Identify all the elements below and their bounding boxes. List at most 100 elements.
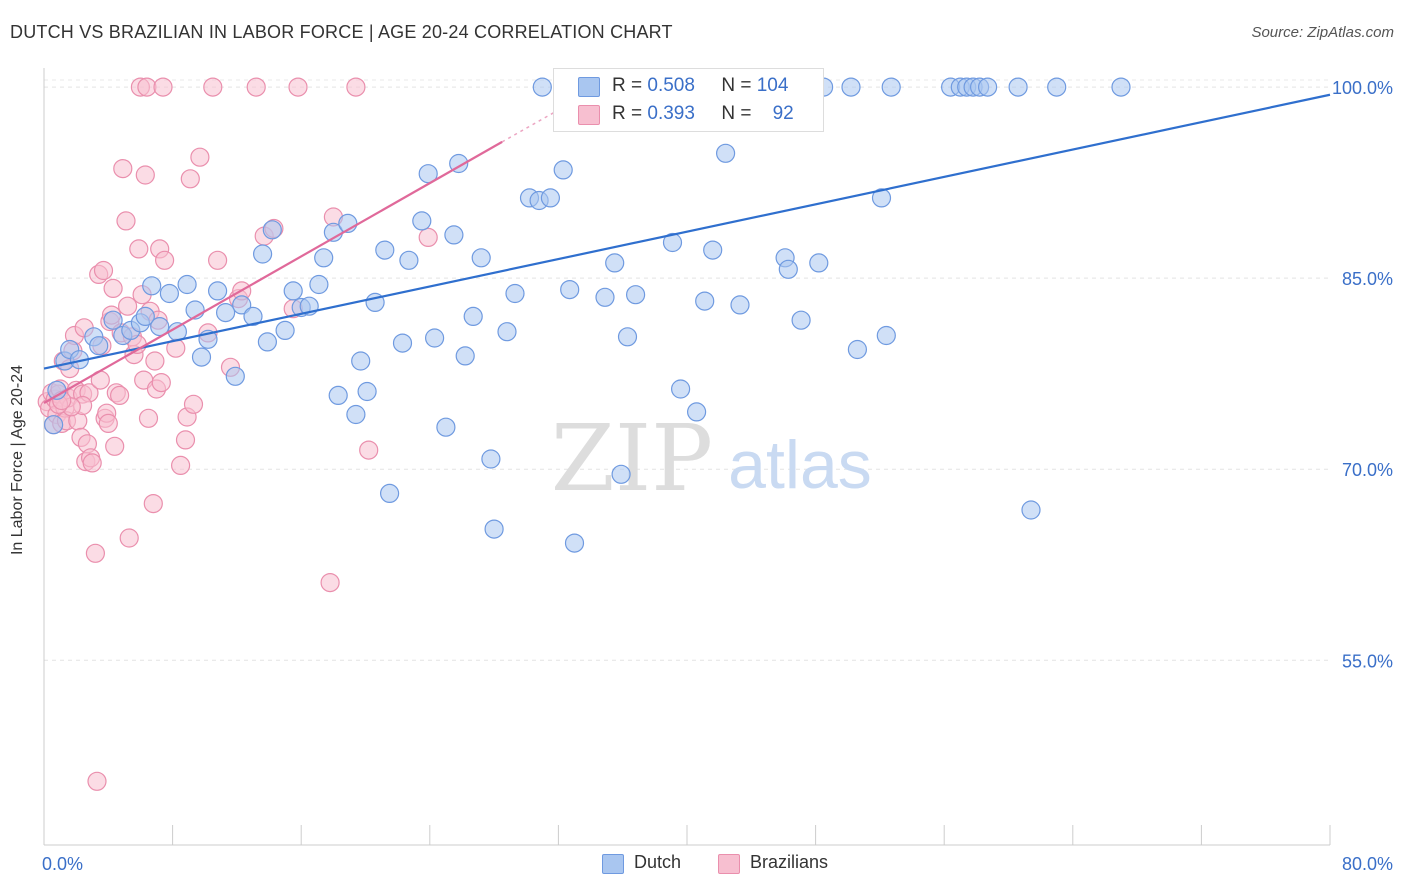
- brazilian-point: [203, 77, 223, 97]
- dutch-point: [876, 325, 896, 346]
- dutch-point: [505, 283, 525, 304]
- dutch-point: [809, 253, 829, 273]
- dutch-point: [232, 295, 252, 315]
- legend-r-value: 0.393: [647, 103, 695, 124]
- brazilian-trend-line: [43, 140, 503, 404]
- legend-row-brazilians-text: R = 0.393 N = 92: [612, 103, 794, 125]
- brazilian-point: [183, 394, 204, 414]
- dutch-point: [225, 366, 245, 386]
- y-axis-label-wrap: In Labor Force | Age 20-24: [9, 365, 38, 555]
- dutch-point: [103, 310, 123, 330]
- brazilian-point: [190, 147, 210, 167]
- dutch-point: [243, 306, 263, 326]
- brazilian-point: [175, 430, 196, 450]
- legend-n-label: N =: [721, 75, 752, 96]
- dutch-point: [617, 327, 638, 347]
- legend-r-label: R =: [612, 75, 643, 96]
- dutch-point: [346, 404, 366, 425]
- brazilian-point: [98, 413, 118, 433]
- brazilian-point: [93, 260, 114, 281]
- dutch-point: [418, 164, 438, 184]
- dutch-trend-line: [43, 93, 1331, 370]
- brazilian-point: [246, 77, 266, 97]
- brazilian-point: [129, 239, 149, 259]
- dutch-point: [471, 248, 491, 268]
- legend-r-label: R =: [612, 103, 643, 124]
- dutch-point: [625, 285, 646, 305]
- y-tick-label: 55.0%: [1342, 651, 1393, 671]
- brazilian-point: [155, 250, 175, 270]
- dutch-point: [262, 220, 282, 240]
- legend-r-value: 0.508: [647, 75, 695, 96]
- brazilian-point: [180, 169, 200, 189]
- dutch-point: [553, 160, 573, 180]
- chart-source: Source: ZipAtlas.com: [1251, 24, 1394, 41]
- dutch-point: [881, 77, 901, 97]
- brazilian-point: [116, 211, 136, 231]
- dutch-point: [135, 306, 155, 326]
- watermark-atlas: atlas: [728, 427, 872, 503]
- brazilians-swatch: [578, 105, 600, 125]
- legend-row-dutch-text: R = 0.508 N = 104: [612, 75, 788, 97]
- y-tick-label: 100.0%: [1332, 78, 1393, 98]
- dutch-point: [412, 211, 432, 231]
- tick-labels: 55.0% 70.0% 85.0% 100.0% 0.0% 80.0%: [42, 78, 1393, 874]
- stats-legend: R = 0.508 N = 104 R = 0.393 N = 92: [553, 68, 824, 132]
- dutch-point: [314, 248, 334, 268]
- dutch-point: [216, 303, 236, 323]
- dutch-point: [662, 232, 683, 253]
- brazilian-point: [208, 250, 228, 270]
- brazilian-point: [171, 455, 191, 475]
- brazilian-point: [87, 771, 107, 791]
- dutch-point: [283, 281, 303, 301]
- dutch-point: [1047, 77, 1067, 97]
- y-axis-label: In Labor Force | Age 20-24: [9, 364, 26, 556]
- dutch-point: [380, 483, 400, 503]
- legend-n-label: N =: [721, 103, 752, 124]
- dutch-point: [560, 280, 580, 300]
- dutch-point: [532, 77, 552, 97]
- dutch-point: [89, 336, 109, 356]
- dutch-point: [455, 346, 475, 366]
- dutch-point: [275, 320, 295, 340]
- brazilian-point: [119, 528, 139, 548]
- dutch-point: [977, 77, 998, 97]
- dutch-point: [686, 402, 707, 422]
- dutch-point: [564, 533, 585, 553]
- chart-title: DUTCH VS BRAZILIAN IN LABOR FORCE | AGE …: [10, 22, 673, 42]
- brazilian-point: [105, 436, 125, 456]
- brazilian-point: [151, 373, 171, 393]
- series-brazilians: [37, 77, 438, 791]
- dutch-point: [375, 240, 395, 260]
- dutch-point: [778, 259, 798, 279]
- dutch-point: [43, 415, 64, 435]
- brazilian-trend-extension: [501, 109, 559, 143]
- brazilians-swatch: [718, 854, 740, 874]
- dutch-point: [497, 322, 517, 342]
- x-tick-label: 80.0%: [1342, 854, 1393, 874]
- dutch-point: [208, 281, 228, 301]
- dutch-point: [177, 274, 197, 295]
- dutch-point: [540, 188, 561, 208]
- bottom-legend-dutch-label: Dutch: [634, 852, 682, 872]
- dutch-point: [670, 379, 691, 399]
- axes: [43, 68, 1331, 846]
- brazilian-point: [359, 440, 379, 460]
- legend-n-value: 104: [756, 75, 789, 96]
- dutch-point: [351, 351, 371, 371]
- dutch-point: [257, 332, 277, 352]
- brazilian-point: [103, 278, 123, 298]
- dutch-point: [1021, 500, 1041, 520]
- dutch-point: [695, 291, 715, 311]
- brazilian-point: [137, 77, 157, 97]
- y-tick-label: 85.0%: [1342, 269, 1393, 289]
- dutch-point: [436, 417, 456, 437]
- brazilian-point: [138, 408, 159, 428]
- dutch-point: [253, 244, 273, 264]
- brazilian-point: [117, 296, 138, 316]
- dutch-point: [328, 385, 348, 405]
- dutch-point: [715, 143, 736, 163]
- brazilian-point: [153, 77, 173, 97]
- dutch-point: [595, 287, 615, 307]
